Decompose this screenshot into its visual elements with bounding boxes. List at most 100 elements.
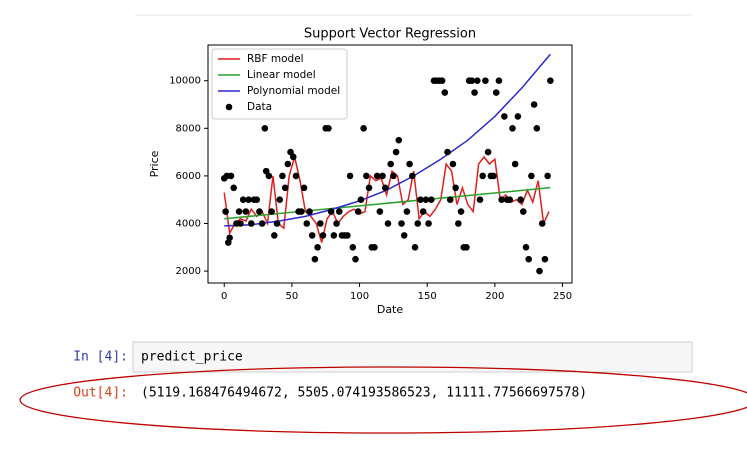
data-point <box>300 184 308 192</box>
data-point <box>444 148 451 156</box>
data-point <box>279 172 286 180</box>
data-point <box>346 172 354 180</box>
data-point <box>387 160 394 168</box>
legend-marker <box>225 103 233 111</box>
data-point <box>226 234 233 242</box>
data-point <box>256 208 263 215</box>
data-point <box>311 255 319 263</box>
data-point <box>409 172 416 180</box>
data-point <box>235 208 243 215</box>
legend-label: RBF model <box>247 53 304 65</box>
output-prompt: Out[4]: <box>73 386 128 401</box>
data-point <box>325 125 332 132</box>
y-tick-label: 8000 <box>176 123 201 134</box>
data-point <box>245 196 252 203</box>
data-point <box>414 220 422 227</box>
data-point <box>544 172 551 180</box>
data-point <box>306 208 313 215</box>
data-point <box>237 220 244 227</box>
output-text: (5119.168476494672, 5505.074193586523, 1… <box>141 386 587 401</box>
data-point <box>419 208 427 215</box>
data-point <box>479 172 486 180</box>
data-point <box>400 232 408 239</box>
data-point <box>265 172 273 180</box>
data-point <box>261 125 269 132</box>
highlight-ellipse <box>19 366 747 434</box>
data-point <box>511 160 519 168</box>
data-point <box>281 184 289 192</box>
x-tick-label: 50 <box>286 291 299 302</box>
data-point <box>392 148 400 156</box>
data-point <box>403 208 411 215</box>
data-point <box>354 208 362 215</box>
data-point <box>495 77 503 84</box>
data-point <box>242 208 250 215</box>
data-point <box>490 172 497 180</box>
y-tick-label: 6000 <box>176 171 201 182</box>
data-point <box>468 77 476 84</box>
y-tick-label: 10000 <box>169 76 201 87</box>
data-point <box>330 232 338 239</box>
data-point <box>384 220 392 227</box>
data-point <box>438 77 446 84</box>
chart-title: Support Vector Regression <box>304 27 476 42</box>
data-point <box>501 113 508 120</box>
data-point <box>222 208 229 215</box>
data-point <box>533 125 541 132</box>
data-point <box>514 113 522 120</box>
data-point <box>425 220 432 227</box>
data-point <box>536 267 543 275</box>
data-point <box>303 220 311 227</box>
data-point <box>446 196 454 203</box>
data-point <box>376 208 384 215</box>
data-point <box>476 196 484 203</box>
legend-label: Linear model <box>247 69 316 81</box>
data-point <box>289 153 297 161</box>
data-point <box>398 220 405 227</box>
legend-label: Data <box>247 101 272 113</box>
data-point <box>273 220 281 227</box>
data-point <box>506 196 514 203</box>
data-point <box>319 232 327 239</box>
data-point <box>230 184 238 192</box>
data-point <box>463 244 470 251</box>
data-point <box>227 172 235 180</box>
data-point <box>455 220 462 227</box>
data-point <box>452 184 459 192</box>
legend-box <box>211 48 348 120</box>
data-point <box>395 136 403 144</box>
input-prompt: In [4]: <box>73 350 128 365</box>
data-point <box>473 77 481 84</box>
x-axis-label: Date <box>377 303 404 316</box>
data-point <box>314 244 321 251</box>
x-tick-label: 0 <box>221 291 227 302</box>
data-point <box>528 172 535 180</box>
data-point <box>308 232 316 239</box>
data-point <box>390 172 397 180</box>
data-point <box>360 125 367 132</box>
data-point <box>517 196 524 203</box>
data-point <box>276 196 284 203</box>
legend-label: Polynomial model <box>247 85 340 97</box>
code: predict_price <box>141 350 243 365</box>
data-point <box>239 196 247 203</box>
data-point <box>411 244 419 251</box>
data-point <box>363 172 370 180</box>
data-point <box>344 232 351 239</box>
x-tick-label: 100 <box>350 291 369 302</box>
data-point <box>271 232 278 239</box>
data-point <box>525 255 532 263</box>
data-point <box>541 255 549 263</box>
data-point <box>253 196 261 203</box>
data-point <box>522 244 530 251</box>
data-point <box>371 244 378 251</box>
y-tick-label: 2000 <box>176 266 201 277</box>
data-point <box>349 244 357 251</box>
data-point <box>333 220 340 227</box>
data-point <box>292 172 300 180</box>
data-point <box>471 89 478 96</box>
data-point <box>406 160 413 168</box>
plot <box>220 53 554 275</box>
data-point <box>519 208 527 215</box>
